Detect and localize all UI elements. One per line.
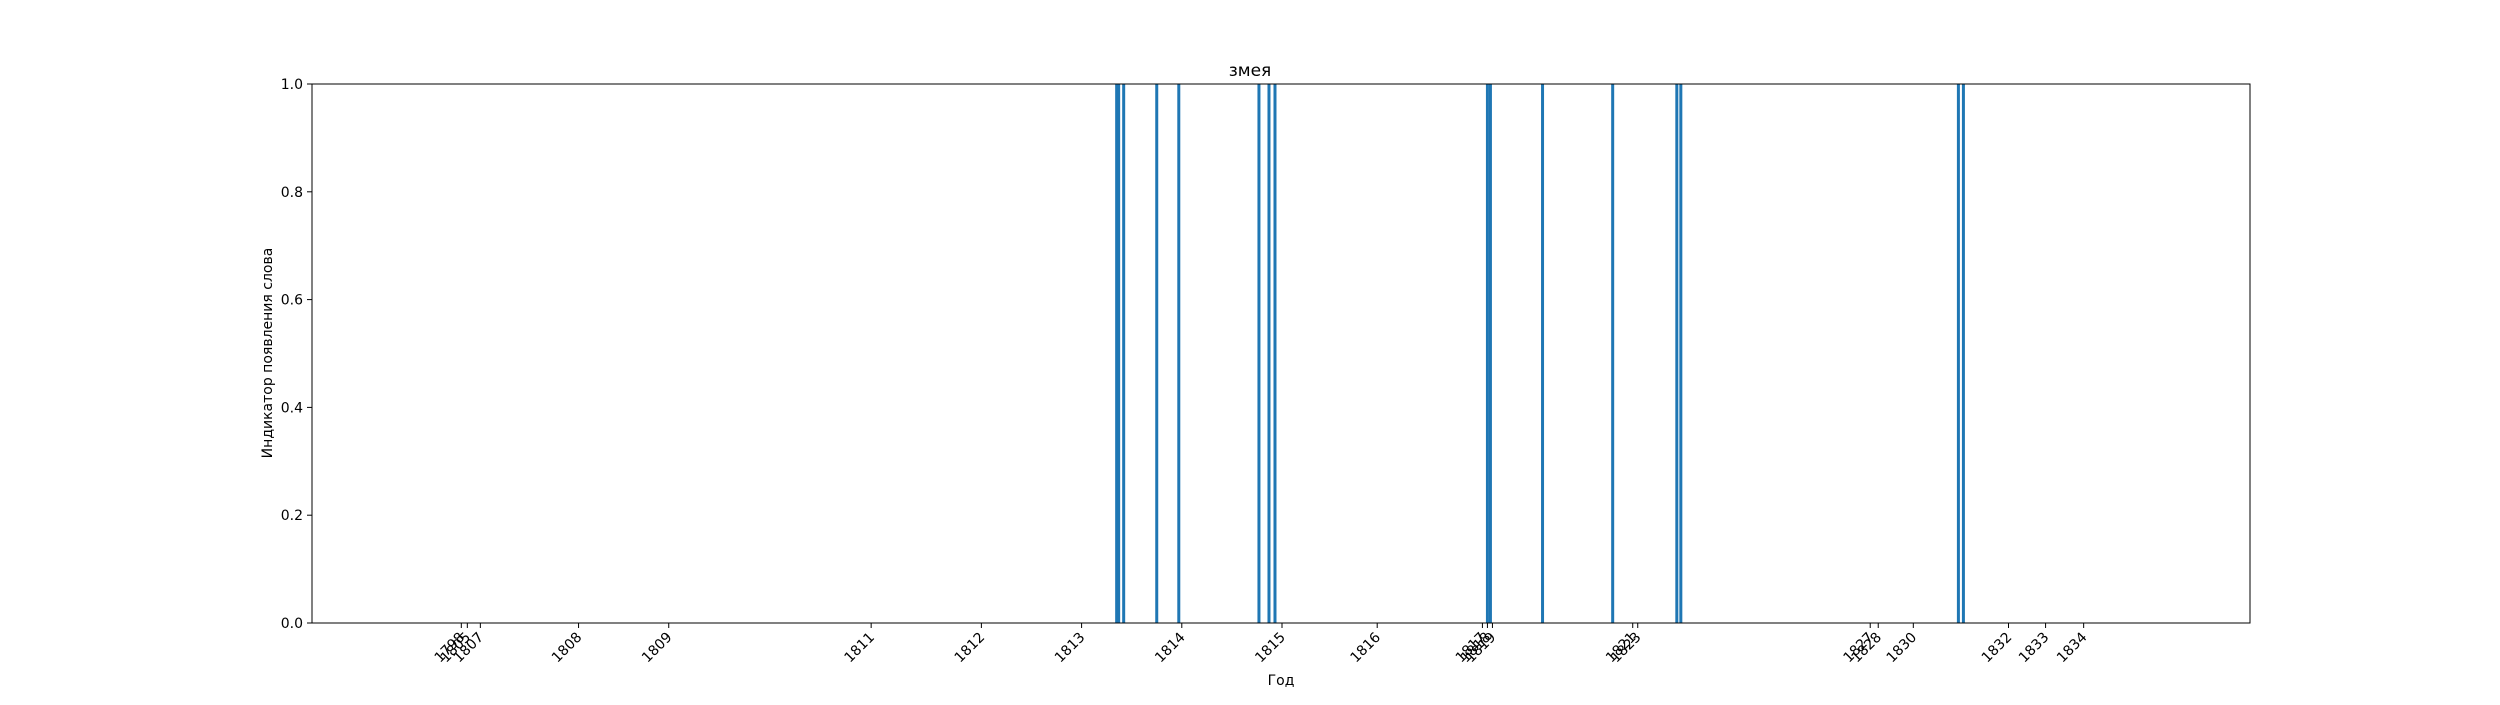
bar-11 xyxy=(1611,84,1615,623)
bar-6 xyxy=(1267,84,1271,623)
y-tick-label: 0.2 xyxy=(281,508,303,524)
bars-layer xyxy=(1115,84,1965,623)
chart-title: змея xyxy=(1229,61,1272,81)
x-tick-label: 1834 xyxy=(2054,629,2091,666)
bar-13 xyxy=(1679,84,1683,623)
y-tick-label: 0.4 xyxy=(281,400,303,416)
x-tick-label: 1832 xyxy=(1979,630,2016,667)
x-tick-label: 1830 xyxy=(1884,630,1921,667)
bar-12 xyxy=(1675,84,1679,623)
x-axis-label: Год xyxy=(1268,673,1295,689)
y-tick-label: 0.0 xyxy=(281,616,303,632)
bar-1 xyxy=(1117,84,1121,623)
y-tick-label: 0.8 xyxy=(281,185,303,201)
x-tick-label: 1816 xyxy=(1348,629,1385,666)
y-tick-label: 0.6 xyxy=(281,293,303,309)
bar-5 xyxy=(1257,84,1261,623)
y-axis-label: Индикатор появления слова xyxy=(260,248,276,459)
bar-0 xyxy=(1115,84,1119,623)
bar-9 xyxy=(1488,84,1492,623)
bar-2 xyxy=(1122,84,1126,623)
y-tick-label: 1.0 xyxy=(281,77,303,93)
y-axis: 0.0 0.2 0.4 0.6 0.8 1.0 xyxy=(281,77,312,632)
x-tick-label: 1815 xyxy=(1252,630,1289,667)
bar-15 xyxy=(1961,84,1965,623)
bar-3 xyxy=(1155,84,1159,623)
bar-14 xyxy=(1956,84,1960,623)
plot-frame xyxy=(311,83,2251,624)
x-tick-label: 1812 xyxy=(952,630,989,667)
x-tick-label: 1814 xyxy=(1152,629,1189,666)
bar-8 xyxy=(1485,84,1489,623)
x-tick-label: 1809 xyxy=(639,630,676,667)
x-tick-label: 1813 xyxy=(1052,630,1089,667)
bar-10 xyxy=(1541,84,1545,623)
bar-4 xyxy=(1177,84,1181,623)
bar-7 xyxy=(1273,84,1277,623)
x-tick-label: 1808 xyxy=(549,630,586,667)
x-tick-label: 1833 xyxy=(2016,630,2053,667)
x-tick-label: 1811 xyxy=(841,630,878,667)
